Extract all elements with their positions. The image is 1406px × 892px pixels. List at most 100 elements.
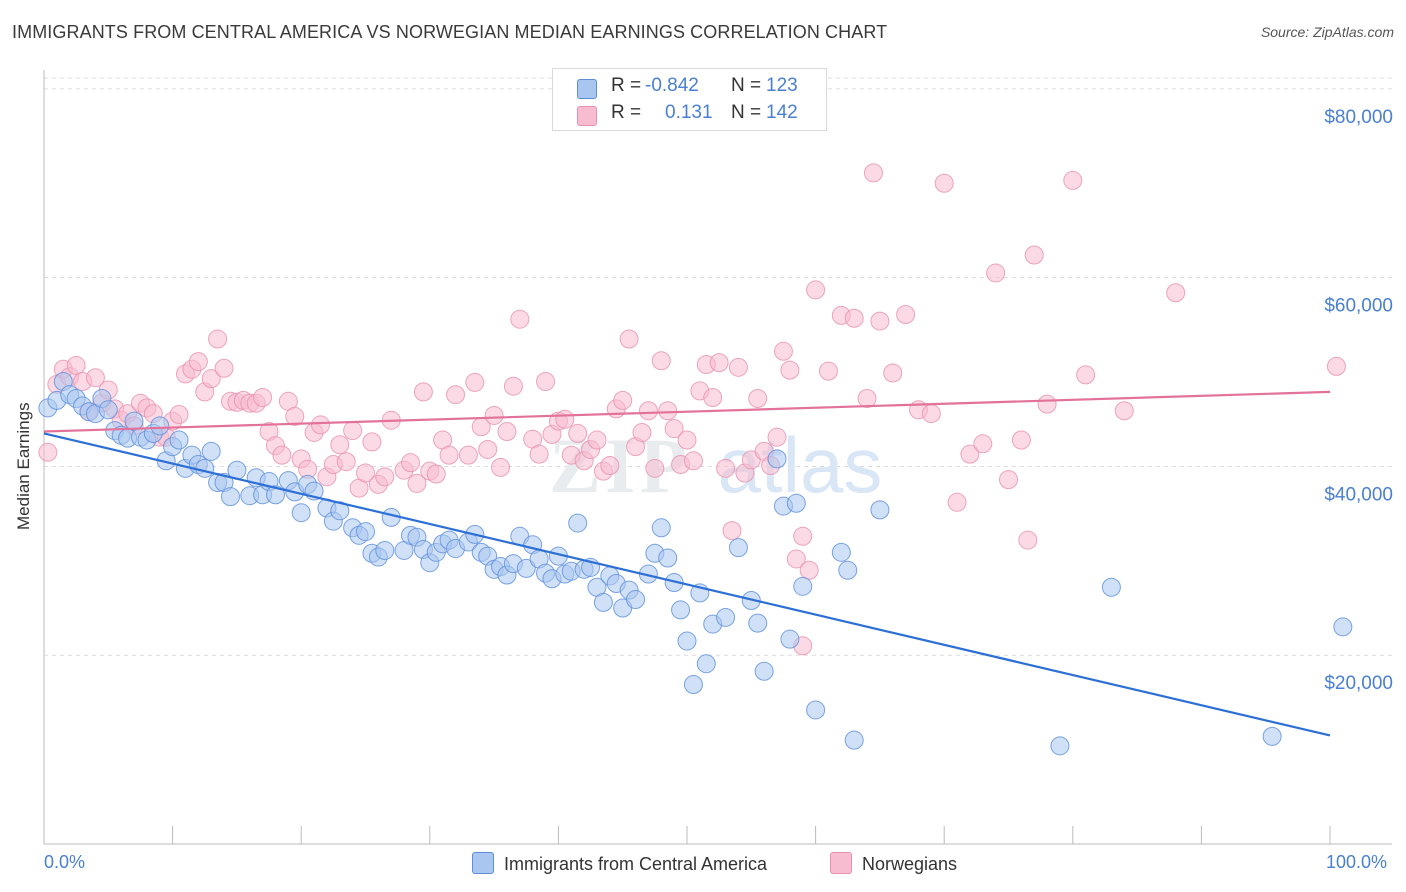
norwegians-point bbox=[536, 371, 556, 391]
y-tick-labels: $20,000 $40,000 $60,000 $80,000 bbox=[1324, 107, 1393, 694]
norwegians-point bbox=[645, 458, 665, 478]
central-america-point bbox=[626, 590, 646, 610]
norwegians-point bbox=[1037, 394, 1057, 414]
norwegians-point bbox=[1166, 283, 1186, 303]
pink-swatch bbox=[830, 852, 852, 874]
norwegians-point bbox=[336, 452, 356, 472]
norwegians-point bbox=[947, 492, 967, 512]
legend-label: Immigrants from Central America bbox=[504, 854, 768, 874]
legend-row-blue: R = -0.842 N = 123 bbox=[553, 75, 826, 101]
norwegians-point bbox=[683, 451, 703, 471]
norwegians-point bbox=[214, 358, 234, 378]
norwegians-point bbox=[465, 372, 485, 392]
norwegians-point bbox=[38, 442, 58, 462]
central-america-point bbox=[870, 500, 890, 520]
norwegians-trend-line bbox=[43, 390, 1331, 433]
norwegians-point bbox=[529, 444, 549, 464]
norwegians-point bbox=[600, 455, 620, 475]
norwegians-points bbox=[38, 163, 1346, 656]
r-value: 0.131 bbox=[665, 102, 713, 123]
norwegians-point bbox=[638, 401, 658, 421]
y-tick-label: $60,000 bbox=[1324, 296, 1393, 317]
norwegians-point bbox=[806, 280, 826, 300]
central-america-point bbox=[356, 522, 375, 542]
norwegians-point bbox=[407, 473, 427, 493]
central-america-point bbox=[291, 503, 311, 523]
central-america-point bbox=[1050, 736, 1070, 756]
n-value: 123 bbox=[766, 75, 798, 96]
norwegians-point bbox=[921, 404, 941, 424]
source-attribution: Source: ZipAtlas.com bbox=[1260, 24, 1394, 40]
norwegians-point bbox=[568, 423, 588, 443]
norwegians-point bbox=[799, 560, 819, 580]
central-america-point bbox=[780, 629, 800, 649]
norwegians-point bbox=[703, 388, 723, 408]
norwegians-point bbox=[426, 464, 446, 484]
norwegians-point bbox=[497, 422, 517, 442]
norwegians-point bbox=[960, 444, 980, 464]
y-tick-label: $20,000 bbox=[1324, 673, 1393, 694]
norwegians-point bbox=[728, 357, 748, 377]
norwegians-point bbox=[870, 311, 890, 331]
norwegians-point bbox=[1018, 530, 1038, 550]
r-label: R = bbox=[611, 75, 642, 96]
norwegians-point bbox=[716, 458, 736, 478]
norwegians-point bbox=[169, 405, 189, 425]
norwegians-point bbox=[651, 351, 671, 371]
norwegians-point bbox=[484, 405, 504, 425]
norwegians-point bbox=[310, 415, 330, 435]
legend-row-pink: R = 0.131 N = 142 bbox=[553, 102, 826, 128]
central-america-point bbox=[677, 631, 697, 651]
central-america-point bbox=[838, 560, 858, 580]
norwegians-point bbox=[999, 470, 1018, 490]
norwegians-point bbox=[1024, 245, 1044, 265]
chart-title: IMMIGRANTS FROM CENTRAL AMERICA VS NORWE… bbox=[12, 22, 888, 42]
norwegians-point bbox=[793, 526, 813, 546]
central-america-point bbox=[1262, 726, 1282, 746]
norwegians-point bbox=[201, 369, 221, 389]
trend-lines bbox=[43, 390, 1331, 737]
norwegians-point bbox=[503, 376, 523, 396]
central-america-point bbox=[98, 400, 118, 420]
norwegians-point bbox=[709, 353, 729, 373]
norwegians-point bbox=[748, 388, 768, 408]
norwegians-point bbox=[356, 463, 375, 483]
norwegians-point bbox=[555, 409, 575, 429]
norwegians-point bbox=[587, 430, 607, 450]
norwegians-point bbox=[1011, 430, 1031, 450]
legend-item-central-america: Immigrants from Central America bbox=[472, 852, 767, 875]
norwegians-point bbox=[613, 390, 633, 410]
x-max-label: 100.0% bbox=[1326, 852, 1388, 872]
norwegians-point bbox=[85, 368, 105, 388]
central-america-point bbox=[1101, 577, 1121, 597]
central-america-point bbox=[124, 411, 144, 431]
norwegians-point bbox=[619, 329, 639, 349]
norwegians-point bbox=[786, 549, 806, 569]
n-label: N = bbox=[731, 102, 762, 123]
central-america-point bbox=[265, 485, 285, 505]
norwegians-point bbox=[883, 363, 903, 383]
x-min-label: 0.0% bbox=[44, 852, 86, 872]
central-america-points bbox=[38, 371, 1353, 756]
norwegians-point bbox=[1063, 170, 1083, 190]
central-america-point bbox=[220, 487, 240, 507]
norwegians-point bbox=[818, 361, 838, 381]
central-america-point bbox=[150, 416, 170, 436]
central-america-point bbox=[793, 576, 813, 596]
norwegians-point bbox=[664, 419, 684, 439]
central-america-point bbox=[568, 513, 588, 533]
norwegians-point bbox=[677, 430, 697, 450]
central-america-point bbox=[169, 430, 189, 450]
r-value: -0.842 bbox=[645, 75, 699, 96]
central-america-point bbox=[767, 449, 787, 469]
norwegians-point bbox=[343, 421, 363, 441]
norwegians-point bbox=[1114, 401, 1134, 421]
norwegians-point bbox=[253, 388, 273, 408]
r-label: R = bbox=[611, 102, 642, 123]
norwegians-point bbox=[458, 445, 478, 465]
norwegians-point bbox=[285, 406, 305, 426]
norwegians-point bbox=[446, 385, 466, 405]
norwegians-point bbox=[986, 263, 1006, 283]
central-america-point bbox=[728, 538, 748, 558]
